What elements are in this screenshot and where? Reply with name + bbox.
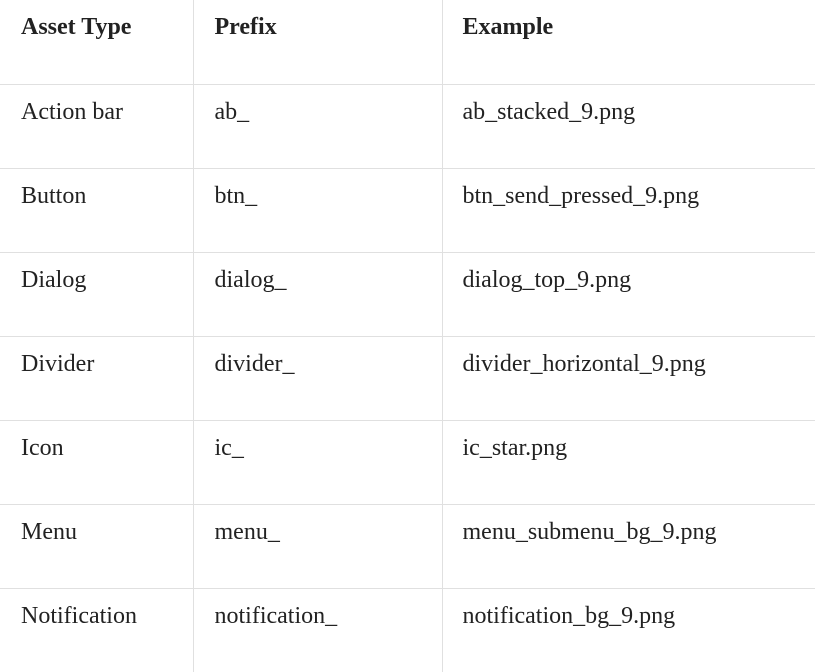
cell-prefix: divider_ bbox=[192, 336, 443, 421]
cell-asset-type: Notification bbox=[0, 588, 194, 672]
cell-prefix: ic_ bbox=[192, 420, 443, 505]
cell-example: ab_stacked_9.png bbox=[441, 84, 815, 169]
cell-prefix: menu_ bbox=[192, 504, 443, 589]
cell-example: menu_submenu_bg_9.png bbox=[441, 504, 815, 589]
cell-asset-type: Button bbox=[0, 168, 194, 253]
table-row: Icon ic_ ic_star.png bbox=[0, 420, 815, 505]
cell-asset-type: Icon bbox=[0, 420, 194, 505]
cell-asset-type: Action bar bbox=[0, 84, 194, 169]
cell-asset-type: Menu bbox=[0, 504, 194, 589]
table-row: Dialog dialog_ dialog_top_9.png bbox=[0, 252, 815, 337]
header-prefix: Prefix bbox=[192, 0, 443, 85]
table-row: Divider divider_ divider_horizontal_9.pn… bbox=[0, 336, 815, 421]
cell-asset-type: Dialog bbox=[0, 252, 194, 337]
cell-prefix: btn_ bbox=[192, 168, 443, 253]
cell-example: notification_bg_9.png bbox=[441, 588, 815, 672]
cell-example: dialog_top_9.png bbox=[441, 252, 815, 337]
cell-asset-type: Divider bbox=[0, 336, 194, 421]
table-row: Button btn_ btn_send_pressed_9.png bbox=[0, 168, 815, 253]
table-header-row: Asset Type Prefix Example bbox=[0, 0, 815, 85]
header-example: Example bbox=[441, 0, 815, 85]
table-row: Action bar ab_ ab_stacked_9.png bbox=[0, 84, 815, 169]
cell-example: btn_send_pressed_9.png bbox=[441, 168, 815, 253]
cell-prefix: notification_ bbox=[192, 588, 443, 672]
header-asset-type: Asset Type bbox=[0, 0, 194, 85]
cell-example: ic_star.png bbox=[441, 420, 815, 505]
table-row: Notification notification_ notification_… bbox=[0, 588, 815, 672]
cell-example: divider_horizontal_9.png bbox=[441, 336, 815, 421]
cell-prefix: dialog_ bbox=[192, 252, 443, 337]
cell-prefix: ab_ bbox=[192, 84, 443, 169]
table-row: Menu menu_ menu_submenu_bg_9.png bbox=[0, 504, 815, 589]
